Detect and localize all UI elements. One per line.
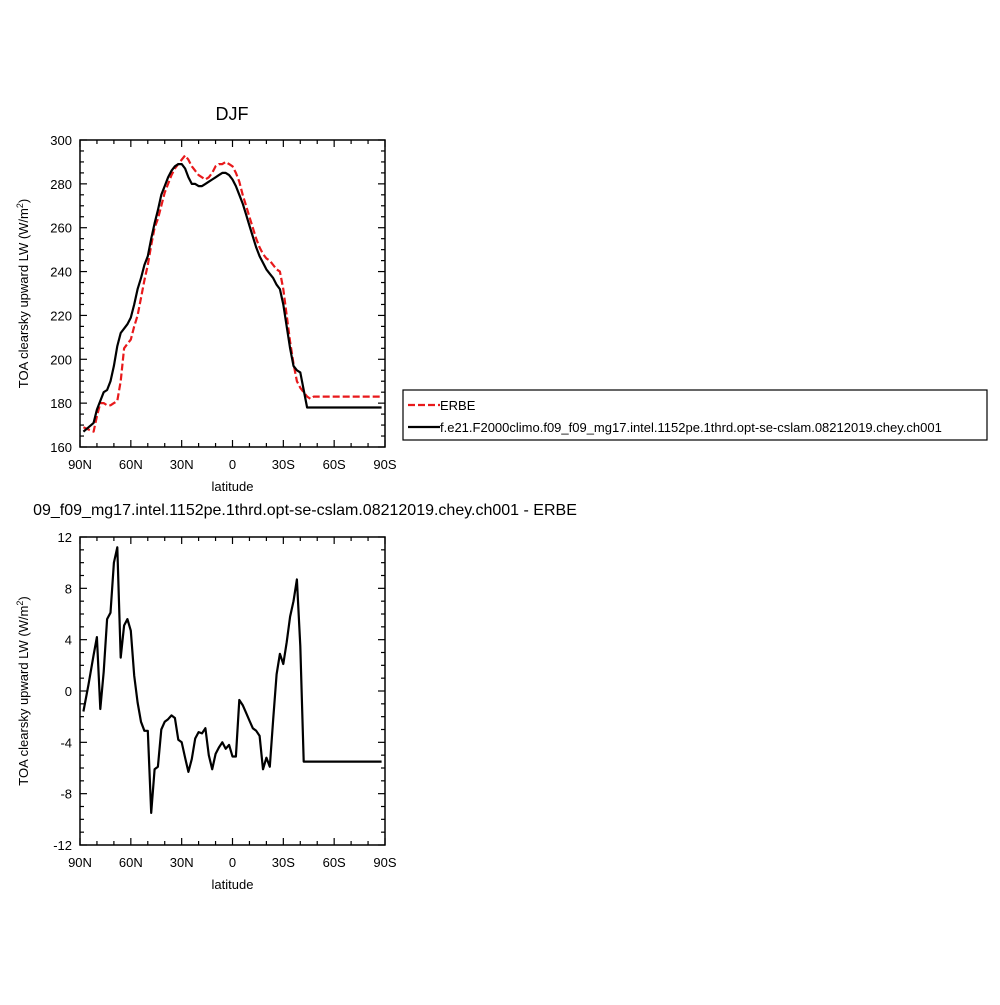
x-tick-label: 60S [323, 855, 346, 870]
y-axis-label-main: TOA clearsky upward LW (W/m [16, 606, 31, 786]
series-line-erbe [82, 154, 382, 433]
y-tick-label: -8 [60, 787, 72, 802]
y-tick-label: 260 [50, 221, 72, 236]
y-axis-label: TOA clearsky upward LW (W/m2) [15, 199, 31, 388]
x-tick-label: 30S [272, 457, 295, 472]
y-tick-label: 12 [58, 530, 72, 545]
y-tick-label: 240 [50, 265, 72, 280]
y-tick-label: 8 [65, 581, 72, 596]
x-tick-label: 0 [229, 855, 236, 870]
y-tick-label: 300 [50, 133, 72, 148]
y-tick-label: 160 [50, 440, 72, 455]
y-axis-label-main: TOA clearsky upward LW (W/m [16, 208, 31, 388]
x-tick-label: 90N [68, 457, 92, 472]
chart-panel-1: DJF 90N 60N 30N 0 30S 60S 90S 160 180 200 220 240 260… [15, 104, 397, 494]
legend-label-2: f.e21.F2000climo.f09_f09_mg17.intel.1152… [440, 420, 942, 435]
y-axis-label-sup: 2 [15, 601, 25, 606]
legend-label-1: ERBE [440, 398, 476, 413]
y-tick-label: 4 [65, 633, 72, 648]
y-axis-label-tail: ) [16, 596, 31, 600]
x-tick-label: 60N [119, 457, 143, 472]
y-tick-label: 180 [50, 396, 72, 411]
series-line-model [82, 163, 382, 433]
legend-box [402, 389, 988, 441]
y-tick-label: 200 [50, 352, 72, 367]
y-tick-label: -4 [60, 735, 72, 750]
chart-title: 09_f09_mg17.intel.1152pe.1thrd.opt-se-cs… [33, 502, 577, 519]
y-tick-label: 280 [50, 177, 72, 192]
y-axis-label-sup: 2 [15, 203, 25, 208]
y-axis-label-tail: ) [16, 199, 31, 203]
plot-frame [79, 139, 386, 448]
chart-title: DJF [216, 104, 249, 124]
y-axis-label: TOA clearsky upward LW (W/m2) [15, 596, 31, 785]
x-axis-label: latitude [212, 877, 254, 892]
chart-panel-2: 09_f09_mg17.intel.1152pe.1thrd.opt-se-cs… [15, 502, 577, 892]
x-tick-label: 30N [170, 457, 194, 472]
x-tick-label: 30N [170, 855, 194, 870]
y-tick-label: -12 [53, 838, 72, 853]
x-tick-label: 60S [323, 457, 346, 472]
y-tick-label: 220 [50, 308, 72, 323]
series-line-difference [82, 546, 382, 815]
legend: ERBE f.e21.F2000climo.f09_f09_mg17.intel.… [402, 389, 988, 441]
x-tick-label: 30S [272, 855, 295, 870]
x-tick-label: 90S [373, 457, 396, 472]
x-tick-label: 90S [373, 855, 396, 870]
y-tick-label: 0 [65, 684, 72, 699]
x-axis-label: latitude [212, 479, 254, 494]
x-tick-label: 90N [68, 855, 92, 870]
x-tick-label: 60N [119, 855, 143, 870]
x-tick-label: 0 [229, 457, 236, 472]
plot-frame [79, 536, 386, 846]
